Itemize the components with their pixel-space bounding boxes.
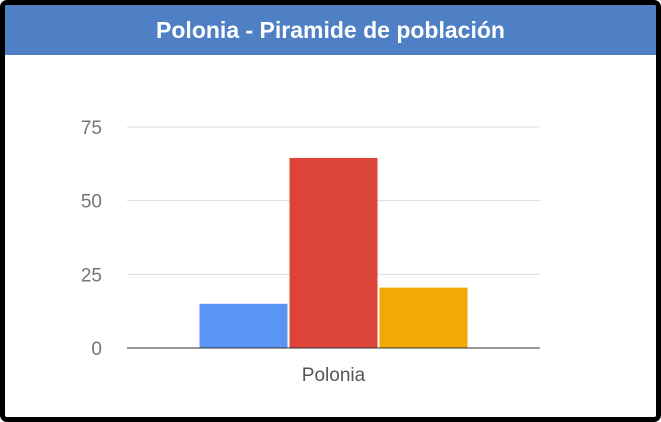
x-axis-category-labels: Polonia — [302, 365, 366, 386]
y-axis-tick-labels: 0 25 50 75 — [81, 118, 102, 360]
y-tick-label: 0 — [91, 339, 102, 360]
y-tick-label: 50 — [81, 192, 102, 213]
chart-header: Polonia - Piramide de población — [5, 5, 656, 55]
y-tick-label: 75 — [81, 118, 102, 139]
bar — [289, 157, 378, 348]
chart-title: Polonia - Piramide de población — [156, 16, 505, 43]
bar-chart: 0 25 50 75 Polonia — [81, 118, 540, 386]
x-category-label: Polonia — [302, 365, 366, 386]
bar — [199, 303, 288, 348]
y-tick-label: 25 — [81, 265, 102, 286]
bars — [199, 157, 468, 348]
bar — [379, 287, 468, 348]
